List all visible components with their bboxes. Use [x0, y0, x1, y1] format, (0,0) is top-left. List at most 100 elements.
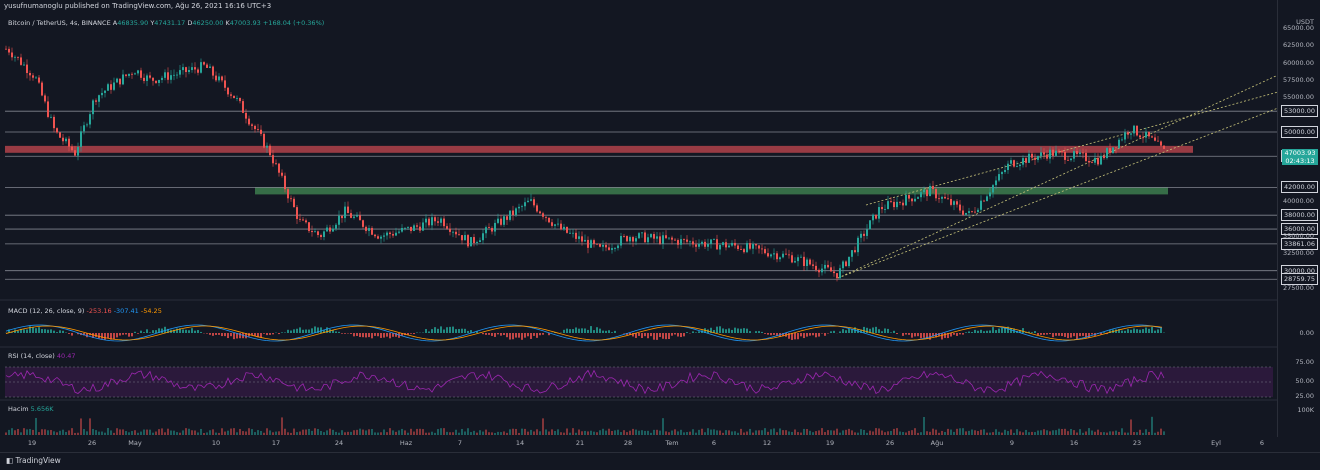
candle-body: [320, 235, 322, 237]
volume-bar: [944, 432, 946, 435]
price-chart-canvas[interactable]: [0, 0, 1278, 437]
volume-bar: [269, 430, 271, 435]
volume-bar: [380, 432, 382, 435]
candle-body: [1073, 151, 1075, 159]
candle-body: [596, 244, 598, 245]
macd-histogram-bar: [515, 333, 517, 338]
macd-histogram-bar: [800, 333, 802, 336]
candle-body: [545, 217, 547, 218]
candle-body: [1115, 147, 1117, 148]
volume-bar: [614, 430, 616, 435]
candle-body: [1097, 158, 1099, 165]
volume-bar: [878, 428, 880, 435]
candle-body: [419, 227, 421, 231]
volume-label[interactable]: Hacim 5.656K: [8, 405, 54, 413]
macd-histogram-bar: [272, 333, 274, 334]
candle-body: [158, 80, 160, 83]
candle-body: [113, 82, 115, 89]
volume-bar: [533, 431, 535, 435]
candle-body: [926, 190, 928, 196]
macd-histogram-bar: [380, 333, 382, 338]
macd-histogram-bar: [740, 329, 742, 333]
macd-histogram-bar: [1157, 329, 1159, 333]
candle-body: [509, 211, 511, 220]
candle-body: [1118, 140, 1120, 148]
candle-body: [65, 139, 67, 142]
macd-histogram-bar: [428, 332, 430, 333]
volume-bar: [101, 432, 103, 435]
volume-bar: [113, 433, 115, 435]
macd-label[interactable]: MACD (12, 26, close, 9) -253.16 -307.41 …: [8, 307, 162, 315]
candle-body: [281, 173, 283, 176]
volume-bar: [926, 431, 928, 435]
volume-bar: [434, 433, 436, 435]
macd-histogram-bar: [731, 330, 733, 333]
candle-body: [329, 228, 331, 232]
candle-body: [119, 79, 121, 85]
candle-body: [581, 236, 583, 241]
volume-bar: [122, 429, 124, 435]
candle-body: [680, 239, 682, 245]
candle-body: [1025, 158, 1027, 163]
candle-body: [605, 245, 607, 248]
tradingview-logo[interactable]: ◧ TradingView: [6, 456, 61, 465]
volume-bar: [392, 430, 394, 435]
macd-histogram-bar: [1061, 333, 1063, 336]
candle-body: [41, 83, 43, 96]
rsi-label[interactable]: RSI (14, close) 40.47: [8, 352, 76, 360]
volume-bar: [11, 428, 13, 435]
candle-body: [908, 195, 910, 199]
candle-body: [314, 231, 316, 232]
macd-histogram-bar: [332, 330, 334, 333]
candle-body: [302, 219, 304, 220]
candle-body: [104, 91, 106, 93]
candle-body: [956, 201, 958, 204]
price-tick-10: 38000.00: [1281, 209, 1318, 221]
candle-body: [143, 78, 145, 81]
candle-body: [917, 197, 919, 199]
candle-body: [524, 202, 526, 206]
macd-histogram-bar: [260, 333, 262, 338]
brand-name: TradingView: [15, 456, 60, 465]
candle-body: [404, 228, 406, 229]
volume-bar: [722, 433, 724, 435]
volume-bar: [1034, 432, 1036, 435]
volume-bar: [635, 430, 637, 435]
macd-histogram-bar: [224, 333, 226, 336]
volume-bar: [851, 430, 853, 435]
candle-body: [851, 250, 853, 257]
volume-bar: [665, 431, 667, 435]
macd-histogram-bar: [983, 331, 985, 333]
candle-body: [407, 227, 409, 228]
volume-bar: [83, 429, 85, 435]
candle-body: [1109, 148, 1111, 153]
macd-histogram-bar: [491, 333, 493, 336]
macd-histogram-bar: [944, 333, 946, 338]
candle-body: [227, 88, 229, 95]
candle-body: [1034, 158, 1036, 160]
volume-bar: [140, 432, 142, 435]
macd-histogram-bar: [140, 331, 142, 333]
candle-body: [182, 67, 184, 70]
candle-body: [365, 227, 367, 231]
volume-bar: [497, 432, 499, 435]
macd-value-macd: -307.41: [114, 307, 139, 315]
volume-bar: [368, 429, 370, 435]
volume-bar: [479, 430, 481, 435]
candle-body: [89, 114, 91, 124]
time-tick-12: 6: [712, 439, 716, 447]
volume-bar: [158, 429, 160, 435]
macd-histogram-bar: [512, 333, 514, 339]
time-tick-20: Eyl: [1211, 439, 1221, 447]
candle-body: [170, 75, 172, 80]
volume-bar: [881, 431, 883, 435]
macd-histogram-bar: [371, 333, 373, 338]
price-tick-6: 50000.00: [1281, 126, 1318, 138]
volume-bar: [521, 429, 523, 435]
macd-histogram-bar: [305, 329, 307, 333]
macd-name: MACD (12, 26, close, 9): [8, 307, 84, 315]
volume-bar: [86, 431, 88, 435]
candle-body: [1148, 132, 1150, 137]
